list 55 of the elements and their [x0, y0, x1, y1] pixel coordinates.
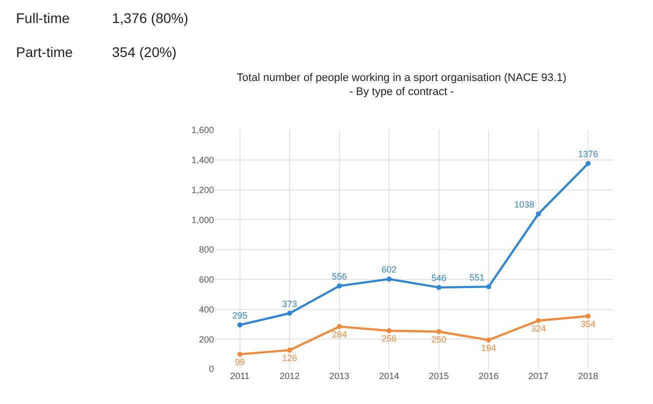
- y-tick-label: 400: [198, 304, 214, 314]
- point: [586, 314, 591, 319]
- data-label: 602: [382, 264, 397, 275]
- data-label: 1038: [514, 200, 534, 210]
- point: [386, 328, 392, 334]
- y-tick-label: 1,000: [191, 214, 214, 225]
- x-tick-label: 2012: [280, 371, 300, 381]
- data-label: 194: [481, 342, 496, 353]
- data-label: 324: [530, 323, 546, 334]
- x-tick-label: 2014: [379, 371, 400, 381]
- y-tick-label: 200: [198, 334, 214, 344]
- x-tick-label: 2015: [428, 371, 449, 381]
- text: 354 (20%): [112, 44, 177, 60]
- data-label: 284: [332, 329, 347, 340]
- point: [536, 211, 541, 216]
- y-tick-label: 1,600: [191, 125, 214, 136]
- data-label: 99: [234, 357, 245, 368]
- y-tick-label: 1,200: [191, 184, 214, 195]
- data-label: 295: [232, 310, 248, 321]
- data-label: 546: [431, 273, 446, 284]
- data-label: 373: [282, 298, 298, 309]
- point: [237, 322, 242, 328]
- point: [536, 318, 541, 324]
- data-label: 551: [469, 272, 485, 282]
- x-tick-label: 2016: [478, 371, 499, 381]
- text: 1,376 (80%): [112, 10, 188, 26]
- point: [486, 338, 492, 343]
- y-tick-label: 800: [198, 244, 214, 255]
- x-tick-label: 2018: [578, 371, 598, 381]
- text: Part-time: [16, 44, 73, 60]
- x-tick-label: 2011: [230, 371, 250, 381]
- point: [237, 352, 242, 357]
- data-label: 354: [580, 318, 596, 329]
- y-tick-label: 1,400: [191, 155, 214, 166]
- x-tick-label: 2013: [329, 371, 350, 381]
- point: [486, 284, 492, 290]
- point: [586, 160, 591, 166]
- y-tick-label: 600: [198, 274, 214, 285]
- data-label: 556: [332, 272, 347, 282]
- data-label: 1376: [578, 149, 598, 160]
- data-label: 126: [282, 353, 298, 364]
- point: [336, 324, 342, 330]
- point: [386, 276, 392, 282]
- data-label: 256: [382, 334, 397, 344]
- point: [436, 284, 442, 290]
- data-label: 250: [431, 334, 446, 345]
- point: [336, 283, 342, 288]
- point: [287, 348, 292, 353]
- chart-title: Total number of people working in a sport organisation (NACE 93.1): [236, 72, 566, 84]
- point: [436, 329, 442, 334]
- point: [287, 310, 292, 316]
- chart-subtitle: - By type of contract -: [349, 86, 454, 98]
- y-tick-label: 0: [208, 364, 214, 374]
- x-tick-label: 2017: [528, 371, 548, 381]
- text: Full-time: [16, 10, 70, 26]
